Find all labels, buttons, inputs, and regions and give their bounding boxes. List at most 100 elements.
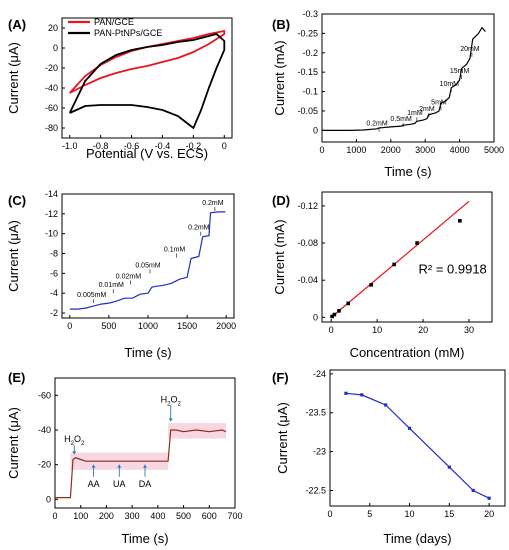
x-axis-label: Concentration (mM) [350, 345, 465, 360]
legend-label: PAN/GCE [94, 17, 134, 27]
x-tick-label: -1.0 [62, 141, 78, 151]
x-tick-label: 0 [329, 325, 334, 335]
x-tick-label: 10 [372, 325, 382, 335]
injection-label: H2O2 [64, 434, 85, 447]
x-axis-label: Time (s) [121, 531, 168, 546]
concentration-label: 10mM [440, 81, 460, 88]
x-tick-label: 2000 [381, 145, 401, 155]
series-line [345, 392, 490, 499]
x-axis-label: Time (s) [384, 164, 431, 179]
x-tick-label: 0 [67, 321, 72, 331]
y-tick-label: -0.12 [297, 201, 318, 211]
panel-label: (F) [272, 370, 289, 385]
interferent-arrow-head [143, 464, 147, 468]
panel-5: (F) 0 5 10 15 20 -22.5 -23 -23.5 -24 Time (days) Cu… [272, 369, 506, 546]
data-point [392, 262, 396, 267]
data-point [337, 309, 341, 313]
data-point [384, 403, 388, 407]
concentration-label: 0.5mM [390, 116, 412, 123]
y-tick-label: -6 [50, 268, 58, 278]
concentration-label: 0.05mM [135, 262, 160, 269]
x-tick-label: 5000 [484, 145, 504, 155]
panel-label: (A) [8, 17, 26, 32]
y-tick-label: -80 [45, 123, 58, 133]
y-tick-label: -22.5 [305, 485, 326, 495]
panel-label: (D) [272, 193, 290, 208]
concentration-label: 0.02mM [116, 273, 141, 280]
x-axis-label: Time (s) [124, 345, 171, 360]
x-tick-label: 0 [319, 145, 324, 155]
y-tick-label: -4 [50, 288, 58, 298]
x-tick-label: 0 [327, 509, 332, 519]
y-axis-label: Current (mA) [272, 219, 287, 294]
x-tick-label: 400 [150, 511, 165, 521]
concentration-label: 0.2mM [366, 121, 388, 128]
data-point [360, 393, 364, 397]
y-tick-label: -20 [45, 63, 58, 73]
y-tick-label: -0.05 [297, 106, 318, 116]
y-tick-label: -2 [50, 308, 58, 318]
signal-band [168, 423, 226, 439]
y-tick-label: -0.08 [297, 238, 318, 248]
concentration-label: 0.1mM [164, 247, 186, 254]
data-point [346, 301, 350, 306]
x-tick-label: 200 [99, 511, 114, 521]
concentration-label: 0.005mM [77, 292, 106, 299]
x-tick-label: 20 [484, 509, 494, 519]
y-tick-label: 20 [48, 23, 58, 33]
x-tick-label: 1000 [138, 321, 158, 331]
x-axis-label: Time (days) [383, 531, 451, 546]
concentration-label: 15mM [450, 68, 470, 75]
x-tick-label: 20 [418, 325, 428, 335]
y-axis-label: Current (mA) [272, 40, 287, 115]
data-point [458, 218, 462, 223]
series-line [322, 26, 486, 131]
data-point [369, 283, 373, 287]
panel-0: (A) -1.0 -0.8 -0.6 -0.4 -0.2 0 -80 -60 -40 -20 0 20 P… [6, 17, 233, 161]
data-point [407, 426, 412, 430]
x-tick-label: 4000 [450, 145, 470, 155]
x-tick-label: 500 [176, 511, 191, 521]
injection-arrow-head [72, 451, 77, 455]
plot-frame [329, 369, 506, 507]
x-tick-label: 500 [101, 321, 116, 331]
x-tick-label: 0 [222, 141, 227, 151]
fit-line [330, 200, 470, 318]
data-point [487, 496, 491, 500]
y-tick-label: -23.5 [305, 408, 326, 418]
concentration-label: 5mM [431, 99, 447, 106]
x-tick-label: 100 [73, 511, 88, 521]
data-point [415, 241, 419, 245]
x-tick-label: 0 [52, 511, 57, 521]
y-tick-label: -0.04 [297, 275, 318, 285]
y-tick-label: -10 [45, 229, 58, 239]
injection-label: H2O2 [161, 394, 182, 407]
y-tick-label: -23 [313, 447, 326, 457]
data-point [447, 465, 451, 469]
r-squared-label: R² = 0.9918 [418, 262, 486, 277]
panel-label: (E) [8, 370, 25, 385]
x-tick-label: 1000 [346, 145, 366, 155]
y-tick-label: -24 [313, 369, 326, 379]
x-tick-label: 10 [405, 509, 415, 519]
interferent-label: UA [113, 479, 126, 489]
data-point [332, 312, 337, 317]
concentration-label: 20mM [460, 46, 480, 53]
x-tick-label: 3000 [415, 145, 435, 155]
x-tick-label: -0.2 [186, 141, 202, 151]
plot-frame [321, 191, 493, 323]
interferent-arrow-head [117, 464, 122, 468]
y-tick-label: 0 [313, 125, 318, 135]
y-tick-label: -0.3 [302, 9, 318, 19]
y-tick-label: 0 [46, 494, 51, 504]
interferent-label: AA [88, 479, 100, 489]
y-tick-label: -40 [45, 83, 58, 93]
data-point [330, 314, 334, 319]
concentration-label: 0.2mM [188, 225, 210, 232]
y-tick-label: -0.1 [302, 87, 318, 97]
x-tick-label: 300 [125, 511, 140, 521]
concentration-label: 0.2mM [202, 200, 224, 207]
y-tick-label: -20 [38, 460, 51, 470]
y-axis-label: Current (μA) [6, 220, 21, 292]
